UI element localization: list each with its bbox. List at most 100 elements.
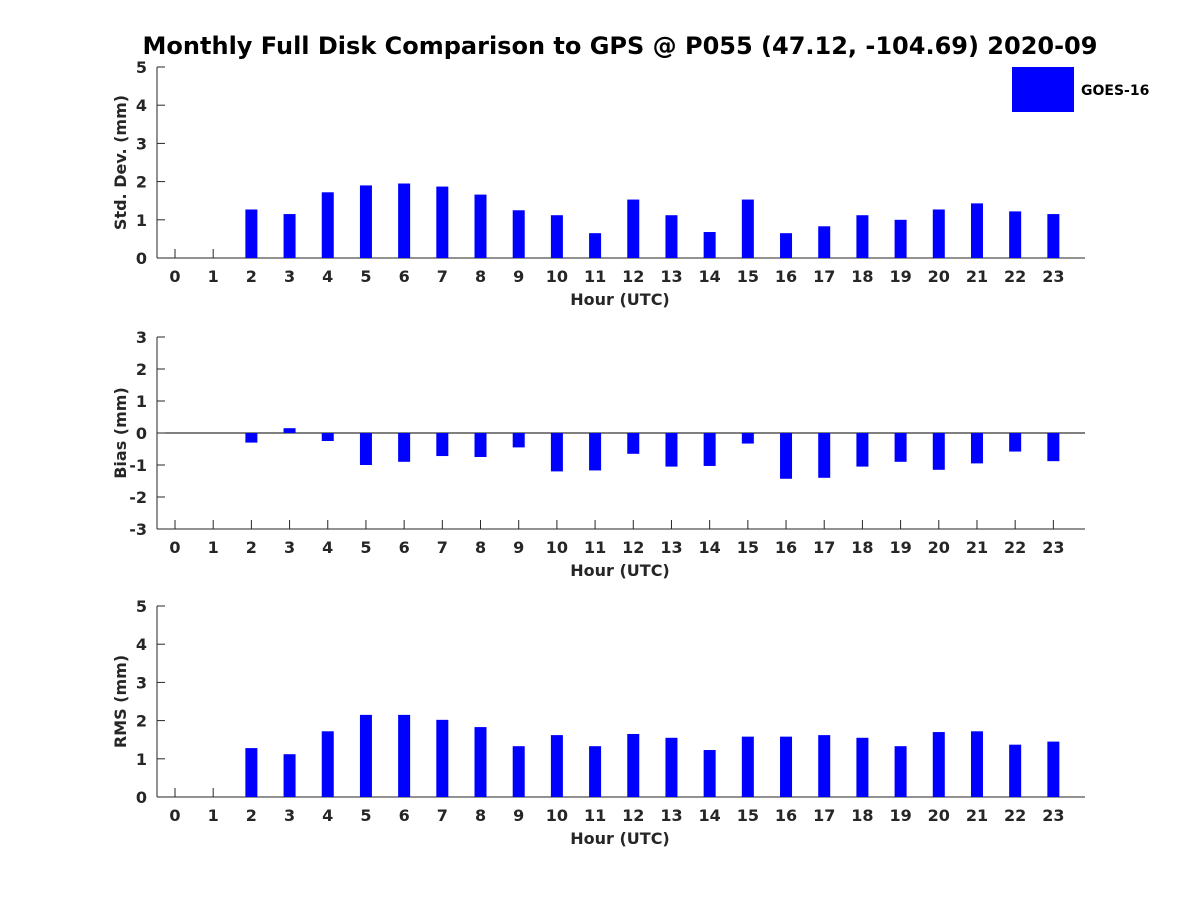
rms-bar-13 (665, 737, 678, 797)
bias-x-tick-label: 4 (322, 538, 333, 557)
rms-x-tick-label: 8 (475, 806, 486, 825)
bias-bar-9 (512, 433, 525, 448)
bias-bar-18 (856, 433, 869, 467)
std-x-tick-label: 8 (475, 267, 486, 286)
rms-bar-4 (321, 731, 334, 797)
bias-bar-19 (894, 433, 907, 462)
bias-bar-14 (703, 433, 716, 466)
std-bar-21 (970, 203, 983, 258)
rms-y-tick-label: 0 (136, 788, 147, 807)
bias-x-tick-label: 14 (699, 538, 721, 557)
bias-x-tick-label: 0 (169, 538, 180, 557)
bias-y-tick-label: 0 (136, 424, 147, 443)
rms-y-tick-label: 1 (136, 750, 147, 769)
std-x-tick-label: 2 (246, 267, 257, 286)
std-bar-2 (245, 209, 258, 258)
bias-x-tick-label: 9 (513, 538, 524, 557)
std-x-tick-label: 18 (851, 267, 873, 286)
std-bar-6 (398, 183, 411, 258)
std-bar-22 (1009, 211, 1022, 258)
std-bar-18 (856, 215, 869, 258)
bias-bar-6 (398, 433, 411, 462)
bias-x-tick-label: 5 (360, 538, 371, 557)
rms-x-tick-label: 1 (208, 806, 219, 825)
rms-bar-11 (589, 746, 602, 797)
bias-bar-5 (359, 433, 372, 465)
std-x-tick-label: 14 (699, 267, 721, 286)
rms-y-tick-label: 3 (136, 673, 147, 692)
std-bar-8 (474, 194, 487, 258)
bias-y-axis-label: Bias (mm) (111, 387, 130, 479)
rms-x-tick-label: 6 (399, 806, 410, 825)
rms-bar-18 (856, 737, 869, 797)
rms-bar-15 (741, 736, 754, 797)
rms-x-tick-label: 12 (622, 806, 644, 825)
std-bar-7 (436, 186, 449, 258)
bias-bar-15 (741, 433, 754, 444)
rms-x-tick-label: 20 (928, 806, 950, 825)
bias-x-tick-label: 2 (246, 538, 257, 557)
std-x-tick-label: 7 (437, 267, 448, 286)
bias-x-tick-label: 13 (660, 538, 682, 557)
bias-bar-16 (780, 433, 793, 479)
rms-x-tick-label: 3 (284, 806, 295, 825)
std-x-tick-label: 12 (622, 267, 644, 286)
std-bar-12 (627, 199, 640, 258)
std-x-tick-label: 5 (360, 267, 371, 286)
bias-x-tick-label: 16 (775, 538, 797, 557)
std-bar-5 (359, 185, 372, 258)
std-bar-15 (741, 199, 754, 258)
legend-label: GOES-16 (1081, 83, 1149, 99)
std-bar-11 (589, 233, 602, 258)
std-x-tick-label: 20 (928, 267, 950, 286)
std-bar-13 (665, 215, 678, 258)
std-x-axis-label: Hour (UTC) (570, 290, 670, 309)
bias-x-tick-label: 1 (208, 538, 219, 557)
rms-x-tick-label: 4 (322, 806, 333, 825)
bias-x-tick-label: 11 (584, 538, 606, 557)
rms-x-tick-label: 23 (1042, 806, 1064, 825)
rms-bar-3 (283, 754, 296, 797)
std-y-tick-label: 4 (136, 96, 147, 115)
rms-bar-20 (932, 732, 945, 797)
bias-bar-23 (1047, 433, 1060, 462)
rms-x-tick-label: 9 (513, 806, 524, 825)
bias-y-tick-label: -1 (129, 456, 147, 475)
rms-bar-17 (818, 735, 831, 797)
rms-x-axis-label: Hour (UTC) (570, 829, 670, 848)
std-x-tick-label: 15 (737, 267, 759, 286)
rms-x-tick-label: 17 (813, 806, 835, 825)
rms-x-tick-label: 22 (1004, 806, 1026, 825)
rms-y-axis-label: RMS (mm) (111, 655, 130, 748)
bias-x-tick-label: 15 (737, 538, 759, 557)
bias-bar-2 (245, 433, 258, 443)
std-bar-20 (932, 209, 945, 258)
rms-x-tick-label: 15 (737, 806, 759, 825)
bias-y-tick-label: 3 (136, 328, 147, 347)
bias-bar-3 (283, 428, 296, 433)
bias-bar-4 (321, 433, 334, 441)
std-x-tick-label: 21 (966, 267, 988, 286)
std-x-tick-label: 13 (660, 267, 682, 286)
bias-x-tick-label: 3 (284, 538, 295, 557)
bias-y-tick-label: -3 (129, 520, 147, 539)
rms-bar-21 (970, 731, 983, 797)
bias-x-tick-label: 20 (928, 538, 950, 557)
rms-bar-23 (1047, 741, 1060, 797)
rms-x-tick-label: 0 (169, 806, 180, 825)
bias-x-tick-label: 7 (437, 538, 448, 557)
std-y-tick-label: 0 (136, 249, 147, 268)
chart-title: Monthly Full Disk Comparison to GPS @ P0… (143, 32, 1098, 60)
std-y-tick-label: 5 (136, 58, 147, 77)
rms-x-tick-label: 19 (889, 806, 911, 825)
rms-x-tick-label: 2 (246, 806, 257, 825)
std-x-tick-label: 10 (546, 267, 568, 286)
std-y-axis-label: Std. Dev. (mm) (111, 95, 130, 230)
rms-x-tick-label: 5 (360, 806, 371, 825)
rms-bar-8 (474, 727, 487, 797)
bias-x-tick-label: 12 (622, 538, 644, 557)
std-y-tick-label: 1 (136, 211, 147, 230)
bias-x-tick-label: 17 (813, 538, 835, 557)
